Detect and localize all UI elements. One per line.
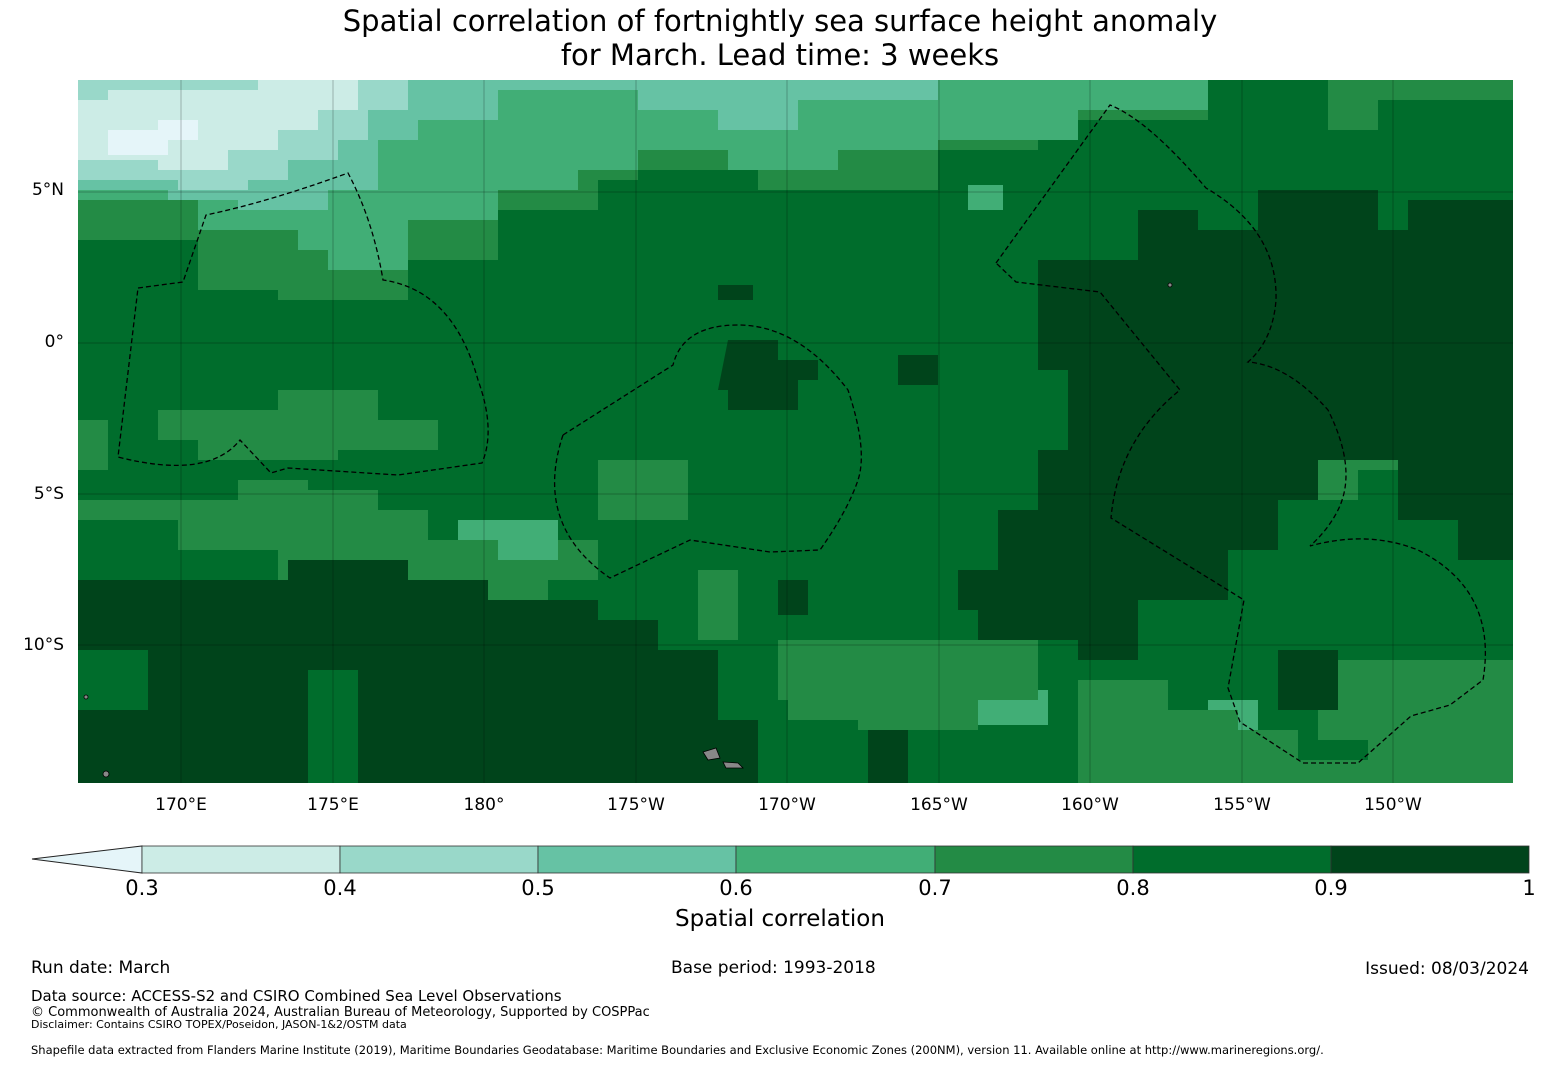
colorbar-label: Spatial correlation — [675, 906, 885, 932]
field-0.9-1-k — [718, 285, 753, 300]
lat-label-0: 0° — [44, 332, 64, 352]
colorbar-bin-0.3-0.4 — [141, 845, 341, 874]
field-0.7-0.8-h — [598, 460, 688, 520]
colorbar-tick: 0.8 — [1116, 876, 1150, 900]
field-0.6-0.7-a — [328, 230, 408, 270]
lon-label-170w: 170°W — [758, 795, 816, 815]
field-0.9-1-l — [898, 355, 938, 385]
eez-kiribati-line — [995, 104, 1487, 764]
island-small-a — [102, 770, 110, 778]
issued-date: Issued: 08/03/2024 — [1365, 959, 1529, 979]
map-svg — [78, 80, 1513, 783]
lon-label-160w: 160°W — [1061, 795, 1119, 815]
colorbar-tick: 0.6 — [719, 876, 753, 900]
eez-kiribati-phoenix — [553, 324, 862, 579]
data-source: Data source: ACCESS-S2 and CSIRO Combine… — [31, 987, 562, 1005]
lon-label-175e: 175°E — [307, 795, 359, 815]
colorbar-tick: 0.4 — [323, 876, 357, 900]
lon-label-170e: 170°E — [155, 795, 207, 815]
field-0.9-1-mid — [718, 340, 818, 410]
field-0.7-0.8-south — [778, 640, 1038, 730]
colorbar-bin-0.4-0.5 — [339, 845, 539, 874]
samoa-island-2 — [722, 761, 744, 769]
eez-boundaries — [117, 104, 1487, 764]
colorbar — [31, 845, 1530, 874]
lat-label-5s: 5°S — [33, 484, 64, 504]
colorbar-extend-arrow — [31, 845, 143, 874]
field-0.9-1-n — [868, 730, 908, 783]
eez-kiribati-gilbert — [117, 172, 489, 476]
run-date: Run date: March — [31, 958, 171, 978]
map-gridlines — [78, 80, 1513, 783]
chart-title-line2: for March. Lead time: 3 weeks — [560, 38, 1000, 72]
samoa-island — [702, 747, 721, 761]
colorbar-bin-0.9-1 — [1330, 845, 1530, 874]
lat-label-10s: 10°S — [23, 635, 64, 655]
copyright-notice: © Commonwealth of Australia 2024, Austra… — [31, 1005, 650, 1020]
island-small-b — [1167, 282, 1173, 288]
field-0.7-0.8-center — [158, 390, 438, 460]
disclaimer: Disclaimer: Contains CSIRO TOPEX/Poseido… — [31, 1018, 407, 1031]
chart-title-line1: Spatial correlation of fortnightly sea s… — [342, 4, 1218, 38]
correlation-map[interactable] — [78, 80, 1513, 783]
lon-label-155w: 155°W — [1213, 795, 1271, 815]
field-0.7-0.8-se — [1308, 660, 1513, 783]
lon-label-150w: 150°W — [1364, 795, 1422, 815]
colorbar-bin-0.7-0.8 — [934, 845, 1134, 874]
base-period: Base period: 1993-2018 — [671, 958, 876, 978]
field-0.8-0.9-p — [78, 650, 148, 710]
islands — [83, 282, 1173, 778]
field-0.9-1-east — [958, 190, 1513, 660]
lon-label-165w: 165°W — [910, 795, 968, 815]
field-below-0.3-top — [108, 120, 198, 155]
field-0.7-0.8-west — [78, 420, 108, 470]
field-0.7-0.8-band — [78, 480, 598, 610]
colorbar-tick: 0.5 — [521, 876, 555, 900]
shapefile-citation: Shapefile data extracted from Flanders M… — [31, 1043, 1324, 1057]
lon-label-175w: 175°W — [607, 795, 665, 815]
field-0.7-0.8-g — [698, 570, 738, 640]
colorbar-tick: 0.7 — [918, 876, 952, 900]
colorbar-tick: 0.3 — [125, 876, 159, 900]
field-0.8-0.9-o — [308, 670, 358, 783]
island-small-c — [83, 694, 89, 700]
field-0.9-1-south — [78, 560, 758, 783]
field-0.9-1-m — [1278, 650, 1338, 710]
colorbar-bin-0.6-0.7 — [735, 845, 936, 874]
lat-label-5n: 5°N — [31, 180, 64, 200]
colorbar-tick: 1 — [1522, 876, 1536, 900]
colorbar-tick: 0.9 — [1314, 876, 1348, 900]
field-0.6-0.7-f — [968, 185, 1003, 210]
colorbar-bin-0.8-0.9 — [1132, 845, 1332, 874]
field-0.9-1-j — [778, 580, 808, 615]
colorbar-bin-0.5-0.6 — [537, 845, 737, 874]
field-0.7-0.8-sw — [1078, 680, 1378, 783]
lon-label-180: 180° — [463, 795, 505, 815]
